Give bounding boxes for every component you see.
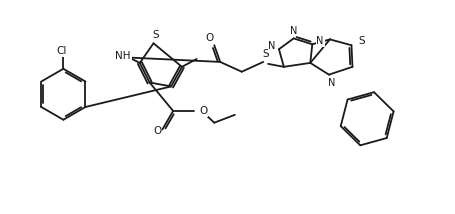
- Text: N: N: [328, 77, 335, 88]
- Text: O: O: [153, 126, 161, 137]
- Text: Cl: Cl: [56, 46, 66, 56]
- Text: O: O: [205, 33, 213, 43]
- Text: S: S: [357, 36, 364, 46]
- Text: N: N: [289, 25, 297, 36]
- Text: S: S: [152, 30, 158, 40]
- Text: O: O: [199, 106, 207, 116]
- Text: N: N: [268, 41, 275, 51]
- Text: S: S: [261, 49, 268, 59]
- Text: N: N: [316, 36, 323, 46]
- Text: NH: NH: [115, 51, 131, 61]
